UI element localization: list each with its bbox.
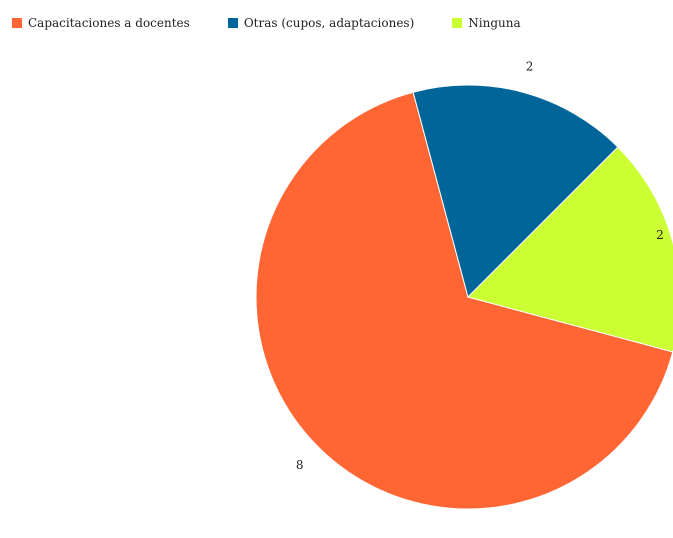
legend-item-ninguna[interactable]: Ninguna	[452, 16, 521, 30]
pie-slice-capacitaciones[interactable]	[255, 91, 673, 510]
pie-slice-otras[interactable]	[412, 84, 619, 298]
legend-item-otras[interactable]: Otras (cupos, adaptaciones)	[227, 16, 415, 30]
legend-swatch-ninguna	[452, 18, 463, 28]
legend-label-capacitaciones: Capacitaciones a docentes	[28, 16, 190, 30]
data-label-otras: 2	[526, 60, 534, 74]
chart-legend: Capacitaciones a docentes Otras (cupos, …	[12, 14, 559, 32]
legend-swatch-otras	[227, 18, 238, 28]
data-label-ninguna: 2	[656, 228, 664, 242]
legend-swatch-capacitaciones	[12, 18, 22, 28]
data-label-capacitaciones: 8	[296, 458, 304, 472]
legend-label-ninguna: Ninguna	[468, 16, 521, 30]
legend-label-otras: Otras (cupos, adaptaciones)	[243, 16, 415, 30]
legend-item-capacitaciones[interactable]: Capacitaciones a docentes	[12, 16, 190, 30]
